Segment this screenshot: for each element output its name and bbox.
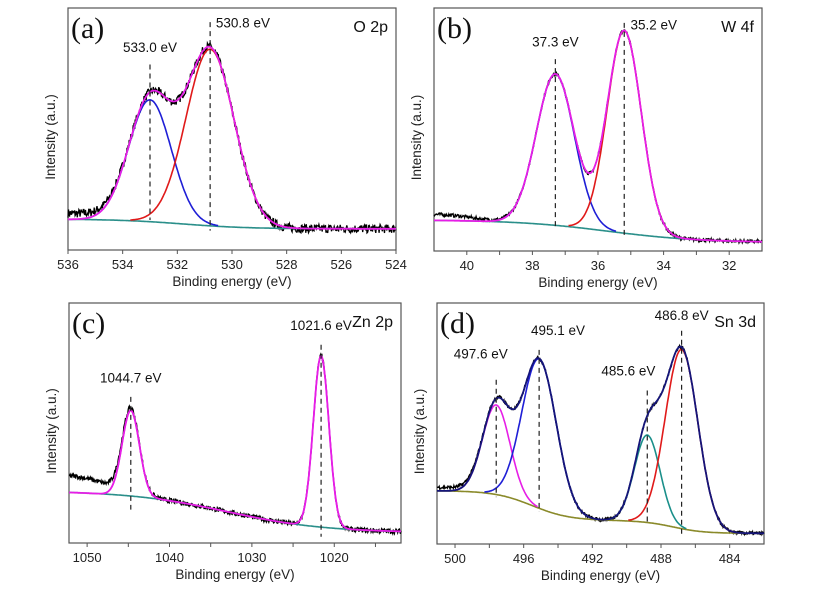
y-axis-title: Intensity (a.u.)	[43, 94, 58, 180]
element-label: Sn 3d	[714, 314, 756, 331]
envelope-line	[69, 354, 402, 533]
x-ticks: 1050 1040 1030 1020	[73, 543, 376, 565]
x-axis-title: Binding energy (eV)	[175, 567, 294, 582]
peak-label: 485.6 eV	[601, 364, 655, 379]
envelope-line	[68, 45, 396, 230]
x-tick-label: 40	[460, 258, 474, 273]
y-axis-title: Intensity (a.u.)	[409, 95, 424, 181]
x-tick-label: 534	[112, 257, 134, 272]
x-tick-label: 500	[444, 551, 466, 566]
x-tick-label: 484	[719, 551, 741, 566]
x-ticks: 500 496 492 488 484	[444, 544, 741, 566]
plot-frame	[68, 302, 402, 544]
peak-label: 497.6 eV	[454, 346, 508, 361]
peak-label: 35.2 eV	[630, 17, 677, 32]
x-tick-label: 524	[385, 257, 407, 272]
element-label: O 2p	[353, 19, 388, 36]
x-tick-label: 1030	[237, 550, 266, 565]
panel-letter: (d)	[440, 307, 475, 340]
element-label: Zn 2p	[352, 314, 393, 331]
peak-label: 495.1 eV	[531, 323, 585, 338]
x-tick-label: 34	[656, 258, 670, 273]
annotations: 1044.7 eV 1021.6 eV	[100, 318, 352, 537]
x-tick-label: 36	[591, 258, 605, 273]
x-tick-label: 528	[276, 257, 298, 272]
x-tick-label: 38	[525, 258, 539, 273]
component-peak-530.8	[130, 48, 290, 229]
y-axis-title: Intensity (a.u.)	[412, 389, 427, 475]
panel-letter: (a)	[71, 12, 104, 45]
x-tick-label: 1020	[320, 550, 349, 565]
panel-c-zn2p: 1050 1040 1030 1020 (c) Zn 2p Binding energ…	[44, 302, 402, 582]
annotations: 37.3 eV 35.2 eV	[532, 17, 677, 239]
panel-letter: (c)	[72, 307, 105, 340]
y-axis-title: Intensity (a.u.)	[44, 388, 59, 474]
peak-label: 1044.7 eV	[100, 370, 162, 385]
plot-frame	[436, 302, 765, 545]
plot-frame	[433, 7, 763, 252]
annotations: 533.0 eV 530.8 eV	[123, 15, 270, 231]
peak-label: 37.3 eV	[532, 34, 579, 49]
x-tick-label: 536	[57, 257, 79, 272]
peak-label: 486.8 eV	[655, 308, 709, 323]
envelope-line	[437, 345, 764, 535]
x-axis-title: Binding energy (eV)	[172, 274, 291, 289]
peak-label: 1021.6 eV	[290, 318, 352, 333]
envelope-line	[434, 29, 762, 243]
x-tick-label: 496	[513, 551, 535, 566]
plot-frame	[67, 7, 397, 251]
raw-spectrum-line	[67, 40, 397, 235]
x-tick-label: 1040	[155, 550, 184, 565]
peak-label: 530.8 eV	[216, 15, 270, 30]
x-tick-label: 1050	[73, 550, 102, 565]
background-line	[434, 219, 762, 243]
x-tick-label: 488	[650, 551, 672, 566]
curves	[67, 40, 397, 235]
annotations: 497.6 eV 495.1 eV 485.6 eV 486.8 eV	[454, 308, 709, 536]
background-line	[69, 491, 402, 533]
x-axis-title: Binding energy (eV)	[538, 275, 657, 290]
x-tick-label: 492	[581, 551, 603, 566]
x-axis-title: Binding energy (eV)	[541, 568, 660, 583]
raw-spectrum-line	[433, 28, 763, 245]
curves	[433, 28, 763, 245]
panel-letter: (b)	[437, 12, 472, 45]
peak-label: 533.0 eV	[123, 40, 177, 55]
x-ticks: 536 534 532 530 528 526 524	[57, 250, 407, 272]
x-tick-label: 530	[221, 257, 243, 272]
panel-d-sn3d: 500 496 492 488 484 (d) Sn 3d Binding energy…	[412, 302, 765, 583]
x-tick-label: 32	[722, 258, 736, 273]
x-ticks: 40 38 36 34 32	[460, 251, 736, 273]
panel-a-o2p: 536 534 532 530 528 526 524 (a) O 2p Binding e…	[43, 7, 407, 289]
x-tick-label: 526	[330, 257, 352, 272]
x-tick-label: 532	[166, 257, 188, 272]
panel-b-w4f: 40 38 36 34 32 (b) W 4f Binding energy (eV) …	[409, 7, 763, 290]
curves	[68, 352, 402, 536]
element-label: W 4f	[721, 19, 754, 36]
